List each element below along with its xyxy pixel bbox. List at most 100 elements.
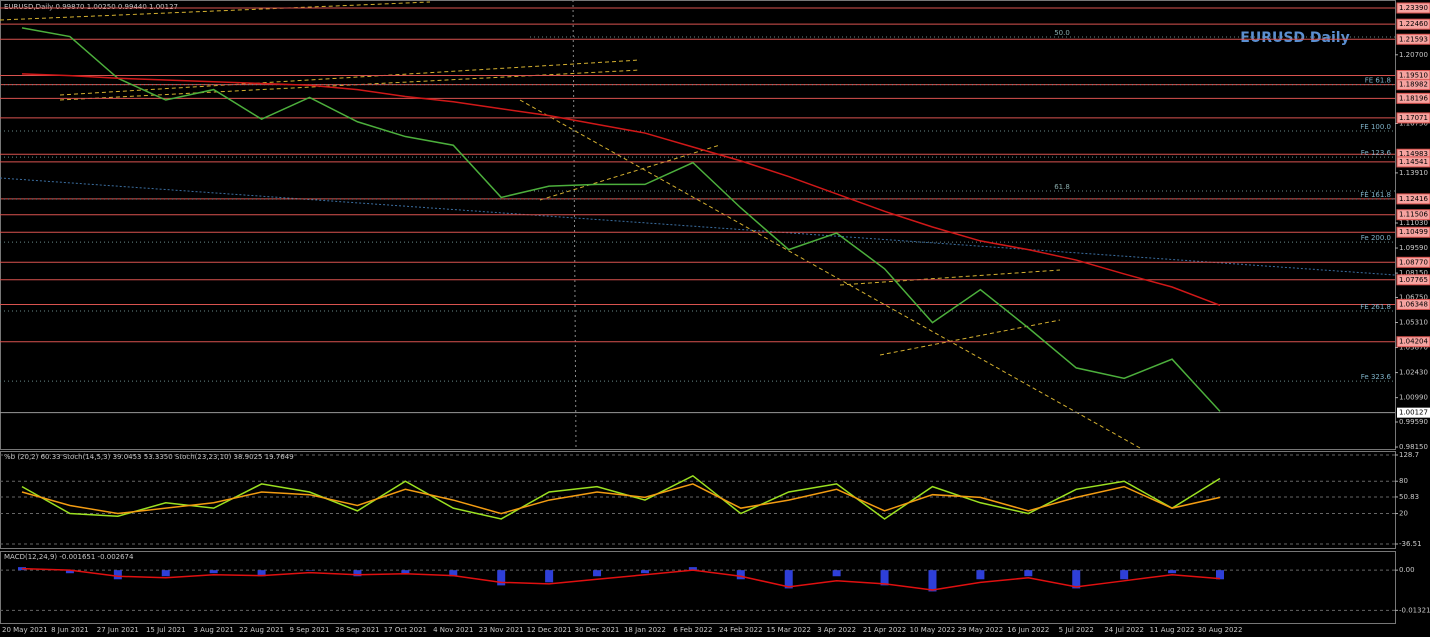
x-tick-label: 20 May 2021 [2, 626, 48, 634]
bar [1072, 570, 1081, 589]
y-tick-label: -36.51 [1399, 540, 1422, 548]
level-box [1396, 79, 1430, 91]
bar [449, 570, 458, 577]
fib-label: Fe 200.0 [1361, 234, 1391, 242]
bar [640, 570, 649, 574]
y-tick-label: 1.00990 [1399, 394, 1428, 402]
fib-label: 50.0 [1054, 29, 1070, 37]
bar [65, 570, 74, 574]
level-label: 1.23390 [1399, 4, 1428, 12]
x-tick-label: 27 Jun 2021 [97, 626, 139, 634]
bar [353, 570, 362, 577]
series-line [21, 73, 1221, 306]
y-tick-label: 80 [1399, 477, 1408, 485]
level-box [1396, 336, 1430, 348]
x-tick-label: 30 Aug 2022 [1198, 626, 1243, 634]
chart-title: EURUSD Daily [1240, 30, 1349, 46]
level-label: 1.21593 [1399, 35, 1428, 43]
y-tick-label: 0.98150 [1399, 443, 1428, 451]
level-box [1396, 256, 1430, 268]
fib-label: FE 61.8 [1365, 77, 1391, 85]
level-label: 1.10499 [1399, 228, 1428, 236]
level-box [1396, 92, 1430, 104]
level-box [1396, 298, 1430, 310]
y-tick-label: 1.16750 [1399, 120, 1428, 128]
x-tick-label: 10 May 2022 [910, 626, 956, 634]
x-tick-label: 8 Jun 2021 [51, 626, 89, 634]
level-label: 1.18982 [1399, 81, 1428, 89]
x-tick-label: 12 Dec 2021 [527, 626, 572, 634]
bar [545, 570, 554, 583]
level-box [1396, 18, 1430, 30]
x-tick-label: 5 Jul 2022 [1059, 626, 1094, 634]
oscillator-frame [0, 451, 1396, 549]
current-price-box [1397, 407, 1430, 418]
fib-label: Fe 323.6 [1361, 373, 1392, 381]
x-tick-label: 23 Nov 2021 [479, 626, 524, 634]
x-tick-label: 24 Jul 2022 [1104, 626, 1144, 634]
y-tick-label: 1.08150 [1399, 269, 1428, 277]
bar [1168, 570, 1177, 574]
bar [928, 570, 937, 592]
bar [1024, 570, 1033, 577]
level-box [1396, 33, 1430, 45]
bar [688, 567, 697, 571]
x-tick-label: 30 Dec 2021 [575, 626, 620, 634]
panel-title: %b (20,2) 60.33 Stoch(14,5,3) 39.0453 53… [4, 453, 294, 461]
level-label: 1.14541 [1399, 158, 1428, 166]
level-label: 1.18196 [1399, 94, 1428, 102]
level-label: 1.14983 [1399, 150, 1428, 158]
y-tick-label: 1.02430 [1399, 369, 1428, 377]
level-label: 1.08770 [1399, 258, 1428, 266]
bar [161, 570, 170, 577]
bar [593, 570, 602, 577]
fib-label: FE 161.8 [1360, 191, 1391, 199]
price-frame [0, 0, 1396, 450]
level-label: 1.22460 [1399, 20, 1428, 28]
series-line [21, 567, 1221, 591]
current-price-label: 1.00127 [1399, 409, 1428, 417]
x-tick-label: 28 Sep 2021 [335, 626, 379, 634]
y-tick-label: 1.03870 [1399, 344, 1428, 352]
level-box [1396, 112, 1430, 124]
bar [257, 570, 266, 577]
level-box [1396, 193, 1430, 205]
level-label: 1.19510 [1399, 71, 1428, 79]
x-tick-label: 15 Jul 2021 [146, 626, 186, 634]
x-tick-label: 21 Apr 2022 [863, 626, 906, 634]
y-tick-label: 1.20700 [1399, 51, 1428, 59]
bar [305, 570, 314, 571]
y-tick-label: 128.7 [1399, 451, 1419, 459]
x-tick-label: 22 Aug 2021 [239, 626, 284, 634]
x-tick-label: 4 Nov 2021 [433, 626, 473, 634]
y-tick-label: 50.83 [1399, 493, 1419, 501]
series-line [21, 483, 1221, 515]
fib-label: Fe 123.6 [1361, 149, 1392, 157]
bar [113, 570, 122, 580]
y-tick-label: 1.05310 [1399, 318, 1428, 326]
series-line [21, 27, 1221, 412]
header: EURUSD,Daily 0.99870 1.00250 0.99440 1.0… [4, 3, 178, 11]
bar [784, 570, 793, 589]
y-tick-label: -0.013211 [1399, 606, 1430, 614]
fib-label: FE 261.8 [1360, 303, 1391, 311]
panel-title: MACD(12,24,9) -0.001651 -0.002674 [4, 553, 134, 561]
trendline [0, 177, 1396, 276]
level-label: 1.04204 [1399, 338, 1428, 346]
y-tick-label: 0.00 [1399, 566, 1415, 574]
level-box [1396, 209, 1430, 221]
level-box [1396, 2, 1430, 14]
bar [976, 570, 985, 580]
macd-frame [0, 551, 1396, 624]
bar [1216, 570, 1224, 580]
level-label: 1.11506 [1399, 211, 1428, 219]
x-tick-label: 24 Feb 2022 [719, 626, 763, 634]
level-label: 1.06348 [1399, 300, 1428, 308]
y-tick-label: 1.11030 [1399, 219, 1428, 227]
bar [1120, 570, 1129, 580]
y-tick-label: 20 [1399, 510, 1408, 518]
bar [736, 570, 745, 580]
x-tick-label: 3 Apr 2022 [817, 626, 856, 634]
